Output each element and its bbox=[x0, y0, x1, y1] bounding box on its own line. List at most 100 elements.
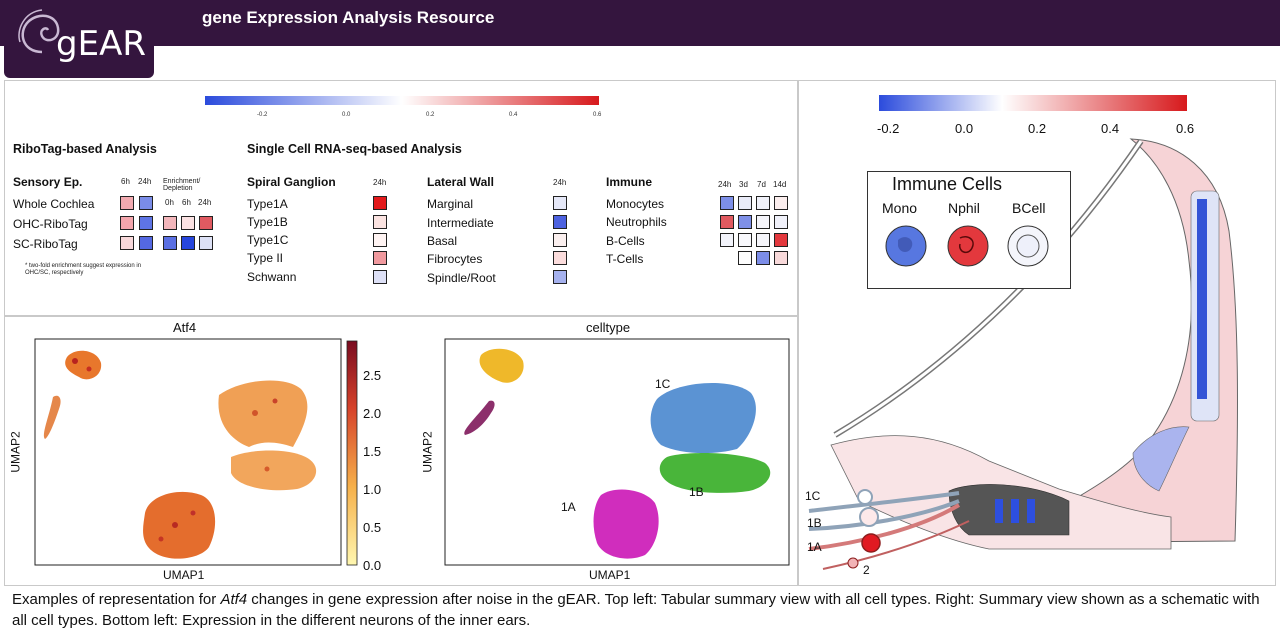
scale-tick: 0.2 bbox=[426, 112, 435, 118]
heat-cell bbox=[774, 215, 788, 229]
heat-cell bbox=[553, 196, 567, 210]
heat-cell bbox=[720, 215, 734, 229]
neuron-label-1a: 1A bbox=[807, 540, 822, 554]
heat-cell bbox=[181, 236, 195, 250]
heat-cell bbox=[120, 236, 134, 250]
heat-cell bbox=[756, 233, 770, 247]
col-head: 24h bbox=[373, 178, 387, 187]
umap-plots bbox=[34, 338, 790, 566]
row-label: Type1A bbox=[247, 197, 288, 211]
celltype-plot-title: celltype bbox=[586, 320, 631, 335]
heat-cell bbox=[163, 236, 177, 250]
heat-cell bbox=[553, 215, 567, 229]
caption-part1: Examples of representation for bbox=[12, 591, 221, 608]
table-color-scale bbox=[205, 96, 599, 105]
heat-cell bbox=[139, 236, 153, 250]
cluster-label-1a: 1A bbox=[561, 500, 576, 514]
row-label: SC-RiboTag bbox=[13, 237, 78, 251]
heat-cell bbox=[373, 215, 387, 229]
scale-tick: 0.0 bbox=[342, 112, 351, 118]
scale-tick: 0.4 bbox=[509, 112, 518, 118]
heat-cell bbox=[373, 270, 387, 284]
logo-text: gEAR bbox=[56, 24, 146, 64]
heat-cell bbox=[756, 251, 770, 265]
neuron-1c-soma bbox=[857, 489, 873, 505]
heat-cell bbox=[553, 251, 567, 265]
scale-tick: 0.6 bbox=[1176, 121, 1195, 136]
row-label: Type1B bbox=[247, 215, 288, 229]
heat-cell bbox=[756, 215, 770, 229]
neuron-2-soma bbox=[847, 557, 859, 569]
row-label: Marginal bbox=[427, 197, 474, 211]
row-label: Fibrocytes bbox=[427, 252, 483, 266]
row-label: Type1C bbox=[247, 233, 289, 247]
colorbar-tick: 1.5 bbox=[363, 444, 382, 459]
scale-tick: 0.0 bbox=[955, 121, 974, 136]
legend-item-bcell: BCell bbox=[1012, 200, 1046, 216]
neuron-1a-soma bbox=[861, 533, 881, 553]
scale-tick: -0.2 bbox=[877, 121, 900, 136]
heat-cell bbox=[720, 196, 734, 210]
heat-cell bbox=[373, 251, 387, 265]
col-head: 24h bbox=[553, 178, 567, 187]
legend-item-mono: Mono bbox=[882, 200, 918, 216]
app-header: gene Expression Analysis Resource bbox=[0, 0, 1280, 46]
legend-item-nphil: Nphil bbox=[948, 200, 980, 216]
col-head: 6h bbox=[182, 198, 191, 207]
heat-cell bbox=[181, 216, 195, 230]
neuron-1b-soma bbox=[859, 507, 879, 527]
heat-cell bbox=[373, 196, 387, 210]
neuron-label-1c: 1C bbox=[805, 489, 821, 503]
heat-cell bbox=[738, 233, 752, 247]
cluster-label-1b: 1B bbox=[689, 485, 704, 499]
atf4-plot-title: Atf4 bbox=[173, 320, 197, 335]
heat-cell bbox=[738, 215, 752, 229]
colorbar-tick: 2.0 bbox=[363, 406, 382, 421]
heat-cell bbox=[774, 251, 788, 265]
row-label: Spindle/Root bbox=[427, 271, 496, 285]
lateral-title: Lateral Wall bbox=[427, 175, 494, 189]
logo[interactable]: gEAR bbox=[4, 0, 154, 78]
heat-cell bbox=[373, 233, 387, 247]
celltype-ylabel: UMAP2 bbox=[420, 431, 435, 473]
heat-cell bbox=[553, 233, 567, 247]
atf4-xlabel: UMAP1 bbox=[163, 568, 205, 582]
caption-gene: Atf4 bbox=[220, 591, 248, 608]
sensory-title: Sensory Ep. bbox=[13, 175, 83, 189]
heat-cell bbox=[139, 216, 153, 230]
celltype-xlabel: UMAP1 bbox=[589, 568, 631, 582]
atf4-colorbar bbox=[346, 340, 358, 566]
heat-cell bbox=[774, 233, 788, 247]
col-head: 3d bbox=[739, 180, 748, 189]
col-head: 14d bbox=[773, 180, 787, 189]
caption-part2: changes in gene expression after noise i… bbox=[12, 591, 1260, 629]
heat-cell bbox=[738, 196, 752, 210]
neuron-label-1b: 1B bbox=[807, 516, 822, 530]
col-head: 24h bbox=[718, 180, 732, 189]
row-label: Basal bbox=[427, 234, 458, 248]
footnote: * two-fold enrichment suggest expression… bbox=[25, 263, 142, 276]
enrich-head: Enrichment/ Depletion bbox=[163, 178, 201, 192]
heat-cell bbox=[199, 236, 213, 250]
row-label: Monocytes bbox=[606, 197, 665, 211]
umap-panel: Atf4 celltype UMAP1 UMAP1 UMAP2 UMAP2 0.… bbox=[4, 316, 798, 586]
cochlea-schematic bbox=[808, 138, 1238, 570]
scrna-title: Single Cell RNA-seq-based Analysis bbox=[247, 142, 462, 156]
row-label: T-Cells bbox=[606, 252, 644, 266]
heat-cell bbox=[120, 196, 134, 210]
col-head: 24h bbox=[198, 198, 212, 207]
logo-swirl-icon bbox=[18, 9, 60, 54]
row-label: OHC-RiboTag bbox=[13, 217, 88, 231]
scale-tick: 0.6 bbox=[593, 112, 602, 118]
figure-caption: Examples of representation for Atf4 chan… bbox=[12, 589, 1268, 631]
row-label: B-Cells bbox=[606, 234, 645, 248]
celltype-points bbox=[464, 348, 771, 559]
colorbar-tick: 0.0 bbox=[363, 558, 382, 573]
immune-cell-icons bbox=[885, 225, 1049, 267]
heat-cell bbox=[139, 196, 153, 210]
atf4-ylabel: UMAP2 bbox=[8, 431, 23, 473]
ribotag-title: RiboTag-based Analysis bbox=[13, 142, 157, 156]
neutrophil-icon bbox=[947, 225, 989, 267]
row-label: Type II bbox=[247, 251, 284, 265]
colorbar-tick: 2.5 bbox=[363, 368, 382, 383]
